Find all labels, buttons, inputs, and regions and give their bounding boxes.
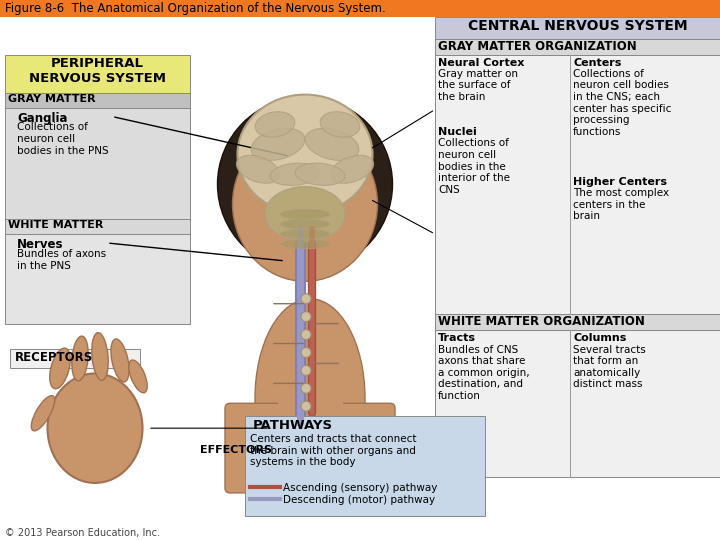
Ellipse shape bbox=[280, 229, 330, 239]
Bar bbox=[10, 348, 140, 368]
Text: EFFECTORS: EFFECTORS bbox=[200, 445, 272, 455]
FancyBboxPatch shape bbox=[225, 403, 395, 493]
Text: Higher Centers: Higher Centers bbox=[573, 177, 667, 187]
Circle shape bbox=[301, 348, 311, 357]
Text: Collections of
neuron cell
bodies in the PNS: Collections of neuron cell bodies in the… bbox=[17, 123, 109, 156]
Text: Bundles of CNS
axons that share
a common origin,
destination, and
function: Bundles of CNS axons that share a common… bbox=[438, 345, 530, 401]
Ellipse shape bbox=[255, 299, 365, 498]
Text: Neural Cortex: Neural Cortex bbox=[438, 58, 524, 68]
Ellipse shape bbox=[251, 129, 305, 160]
Bar bbox=[5, 55, 190, 92]
Ellipse shape bbox=[233, 127, 377, 281]
Ellipse shape bbox=[236, 156, 279, 183]
Ellipse shape bbox=[129, 360, 147, 393]
Bar bbox=[5, 92, 190, 107]
Ellipse shape bbox=[280, 239, 330, 249]
Text: Collections of
neuron cell bodies
in the CNS; each
center has specific
processin: Collections of neuron cell bodies in the… bbox=[573, 69, 671, 137]
Circle shape bbox=[301, 312, 311, 322]
Text: Gray matter on
the surface of
the brain: Gray matter on the surface of the brain bbox=[438, 69, 518, 102]
Text: © 2013 Pearson Education, Inc.: © 2013 Pearson Education, Inc. bbox=[5, 528, 160, 538]
Ellipse shape bbox=[48, 373, 143, 483]
Bar bbox=[435, 55, 720, 314]
Bar bbox=[5, 219, 190, 234]
Ellipse shape bbox=[270, 163, 320, 185]
Ellipse shape bbox=[111, 339, 129, 382]
Text: PATHWAYS: PATHWAYS bbox=[253, 419, 333, 432]
Bar bbox=[5, 234, 190, 323]
Text: Centers: Centers bbox=[573, 58, 621, 68]
Ellipse shape bbox=[320, 112, 360, 137]
Ellipse shape bbox=[280, 209, 330, 219]
Bar bbox=[435, 329, 720, 477]
Text: Nuclei: Nuclei bbox=[438, 127, 477, 138]
Ellipse shape bbox=[280, 219, 330, 229]
Ellipse shape bbox=[50, 348, 71, 389]
Ellipse shape bbox=[330, 156, 374, 183]
Text: Descending (motor) pathway: Descending (motor) pathway bbox=[283, 495, 435, 505]
Text: GRAY MATTER ORGANIZATION: GRAY MATTER ORGANIZATION bbox=[438, 40, 636, 53]
Ellipse shape bbox=[305, 129, 359, 160]
Text: WHITE MATTER: WHITE MATTER bbox=[8, 220, 104, 230]
Bar bbox=[278, 348, 343, 428]
Ellipse shape bbox=[72, 336, 89, 381]
Text: Columns: Columns bbox=[573, 333, 626, 342]
Ellipse shape bbox=[295, 163, 345, 185]
Bar bbox=[0, 0, 720, 17]
Text: Tracts: Tracts bbox=[438, 333, 476, 342]
Circle shape bbox=[301, 329, 311, 340]
Text: RECEPTORS: RECEPTORS bbox=[15, 350, 94, 363]
Ellipse shape bbox=[238, 94, 372, 214]
Ellipse shape bbox=[255, 112, 294, 137]
Circle shape bbox=[301, 366, 311, 375]
Circle shape bbox=[301, 383, 311, 393]
Circle shape bbox=[301, 294, 311, 303]
Text: Figure 8-6  The Anatomical Organization of the Nervous System.: Figure 8-6 The Anatomical Organization o… bbox=[5, 2, 386, 15]
Bar bbox=[435, 17, 720, 39]
Text: The most complex
centers in the
brain: The most complex centers in the brain bbox=[573, 188, 669, 221]
Text: GRAY MATTER: GRAY MATTER bbox=[8, 93, 96, 104]
Bar bbox=[435, 314, 720, 329]
Text: WHITE MATTER ORGANIZATION: WHITE MATTER ORGANIZATION bbox=[438, 315, 645, 328]
Ellipse shape bbox=[217, 97, 392, 271]
Text: Centers and tracts that connect
the brain with other organs and
systems in the b: Centers and tracts that connect the brai… bbox=[250, 434, 416, 467]
Ellipse shape bbox=[265, 187, 345, 241]
Text: Ganglia: Ganglia bbox=[17, 112, 68, 125]
Circle shape bbox=[301, 401, 311, 411]
Bar bbox=[5, 107, 190, 219]
Text: Nerves: Nerves bbox=[17, 238, 63, 251]
Text: PERIPHERAL
NERVOUS SYSTEM: PERIPHERAL NERVOUS SYSTEM bbox=[29, 57, 166, 85]
Ellipse shape bbox=[31, 396, 55, 431]
Text: CENTRAL NERVOUS SYSTEM: CENTRAL NERVOUS SYSTEM bbox=[468, 19, 688, 33]
Ellipse shape bbox=[91, 333, 108, 380]
Bar bbox=[435, 39, 720, 55]
Text: Collections of
neuron cell
bodies in the
interior of the
CNS: Collections of neuron cell bodies in the… bbox=[438, 138, 510, 195]
Bar bbox=[245, 416, 485, 516]
Text: Ascending (sensory) pathway: Ascending (sensory) pathway bbox=[283, 483, 437, 493]
Text: Bundles of axons
in the PNS: Bundles of axons in the PNS bbox=[17, 249, 106, 271]
Text: Several tracts
that form an
anatomically
distinct mass: Several tracts that form an anatomically… bbox=[573, 345, 646, 389]
